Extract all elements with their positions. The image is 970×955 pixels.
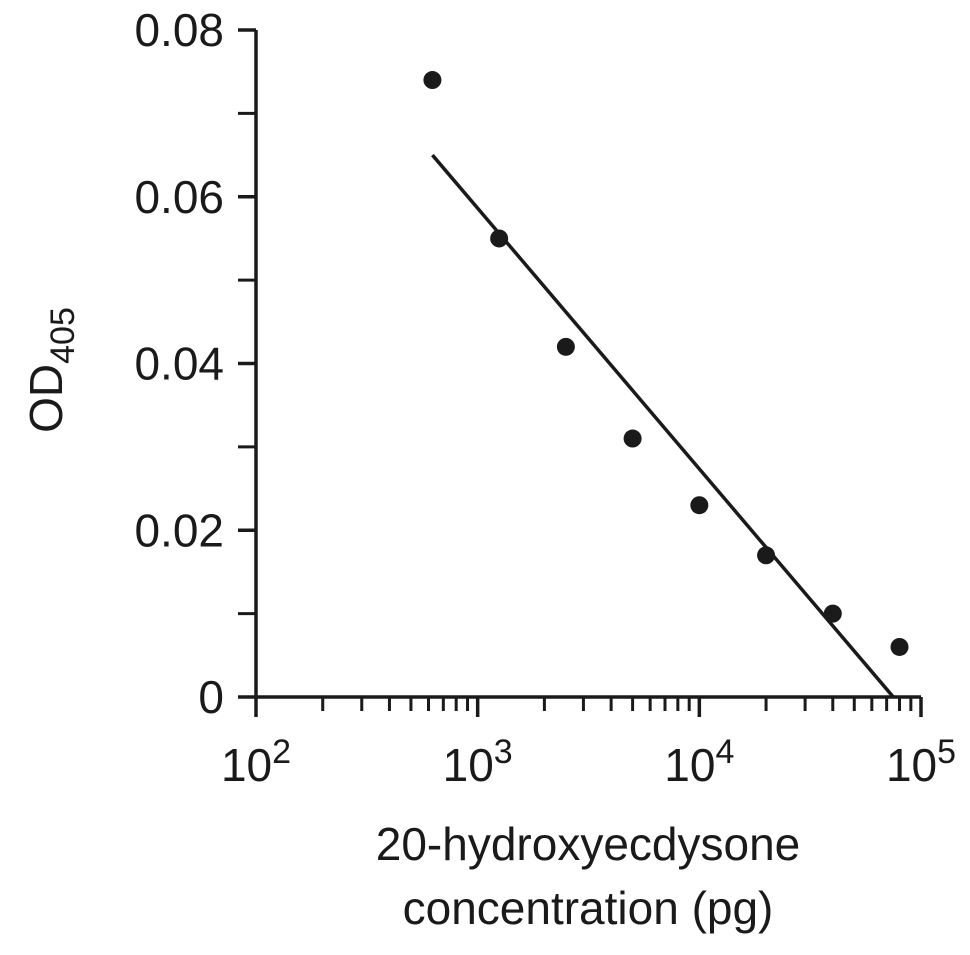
y-tick-label: 0	[198, 671, 224, 723]
y-axis: 0 0.02 0.04 0.06 0.08	[134, 4, 258, 723]
data-points	[423, 71, 909, 656]
y-axis-title: OD405	[20, 307, 82, 433]
data-point	[757, 546, 776, 565]
y-tick-label: 0.08	[134, 4, 224, 56]
regression-line	[431, 153, 895, 699]
x-tick-base: 10	[443, 739, 494, 791]
x-tick-exponent: 2	[272, 733, 291, 771]
x-axis-title-line-2: concentration (pg)	[403, 882, 774, 934]
x-tick-base: 10	[886, 739, 937, 791]
data-point	[556, 337, 575, 356]
x-tick-base: 10	[221, 739, 272, 791]
y-tick-label: 0.02	[134, 504, 224, 556]
y-axis-title-subscript: 405	[44, 307, 82, 364]
x-tick-base: 10	[664, 739, 715, 791]
y-tick-label: 0.06	[134, 171, 224, 223]
y-axis-title-main: OD	[20, 364, 72, 433]
x-axis: 102 103 104 105	[221, 695, 956, 791]
data-point	[690, 496, 709, 515]
x-tick-label: 104	[664, 733, 734, 791]
data-point	[490, 229, 509, 248]
data-point	[423, 71, 442, 90]
x-tick-label: 103	[443, 733, 513, 791]
x-tick-label: 105	[886, 733, 956, 791]
x-tick-exponent: 3	[494, 733, 513, 771]
x-axis-title-line-1: 20-hydroxyecdysone	[376, 818, 800, 870]
regression-line-group	[431, 153, 895, 699]
y-tick-label: 0.04	[134, 338, 224, 390]
data-point	[890, 637, 909, 656]
data-point	[823, 604, 842, 623]
x-tick-label: 102	[221, 733, 291, 791]
x-tick-exponent: 5	[937, 733, 956, 771]
x-tick-exponent: 4	[715, 733, 734, 771]
data-point	[623, 429, 642, 448]
